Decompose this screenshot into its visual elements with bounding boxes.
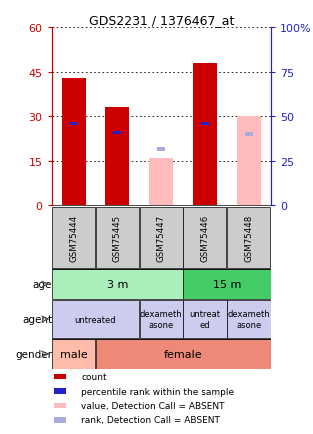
Text: dexameth
asone: dexameth asone	[140, 309, 182, 329]
Title: GDS2231 / 1376467_at: GDS2231 / 1376467_at	[89, 14, 234, 27]
Text: percentile rank within the sample: percentile rank within the sample	[81, 387, 234, 395]
Text: 3 m: 3 m	[107, 279, 128, 289]
Bar	[52, 339, 95, 369]
Text: GSM75448: GSM75448	[244, 214, 253, 261]
Bar	[52, 207, 95, 269]
Text: agent: agent	[22, 314, 52, 324]
Bar	[193, 64, 217, 206]
Text: dexameth
asone: dexameth asone	[228, 309, 270, 329]
Bar	[61, 79, 86, 206]
Bar	[227, 207, 270, 269]
Text: GSM75447: GSM75447	[157, 214, 166, 261]
Text: gender: gender	[15, 349, 52, 359]
Bar	[52, 270, 183, 299]
Bar	[140, 207, 183, 269]
Bar	[54, 374, 66, 379]
Text: female: female	[164, 349, 203, 359]
Bar	[237, 117, 261, 206]
Text: rank, Detection Call = ABSENT: rank, Detection Call = ABSENT	[81, 415, 220, 424]
Bar	[54, 418, 66, 423]
Bar	[96, 339, 270, 369]
Bar	[157, 148, 165, 151]
Bar	[227, 300, 270, 339]
Text: count: count	[81, 372, 107, 381]
Text: 15 m: 15 m	[213, 279, 241, 289]
Text: untreated: untreated	[75, 315, 116, 324]
Text: GSM75445: GSM75445	[113, 214, 122, 261]
Text: GSM75444: GSM75444	[69, 214, 78, 261]
Bar	[52, 300, 139, 339]
Bar	[149, 158, 173, 206]
Text: value, Detection Call = ABSENT: value, Detection Call = ABSENT	[81, 401, 225, 410]
Bar	[245, 133, 253, 137]
Bar	[183, 300, 227, 339]
Bar	[54, 388, 66, 394]
Bar	[113, 132, 121, 135]
Bar	[201, 123, 209, 126]
Bar	[183, 270, 270, 299]
Text: GSM75446: GSM75446	[201, 214, 209, 261]
Bar	[140, 300, 183, 339]
Bar	[54, 403, 66, 408]
Text: male: male	[60, 349, 87, 359]
Text: untreat
ed: untreat ed	[189, 309, 221, 329]
Bar	[69, 123, 78, 126]
Bar	[96, 207, 139, 269]
Bar	[105, 108, 130, 206]
Bar	[183, 207, 227, 269]
Text: age: age	[33, 279, 52, 289]
